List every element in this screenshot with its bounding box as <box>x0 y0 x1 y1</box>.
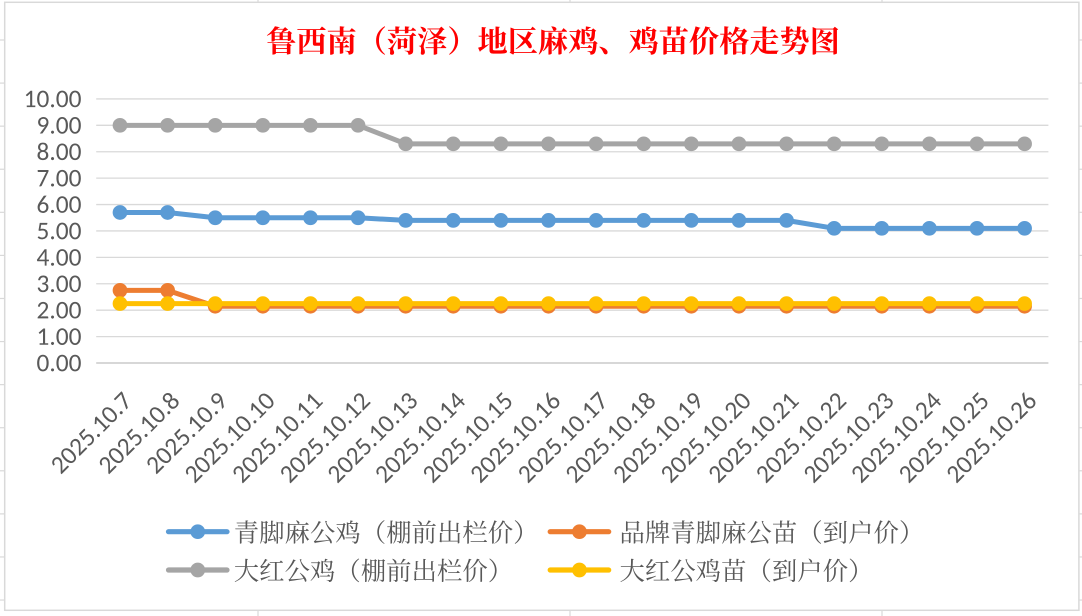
data-point-marker <box>636 136 652 152</box>
data-point-marker <box>779 296 794 311</box>
data-point-marker <box>350 117 366 133</box>
data-point-marker <box>588 136 604 152</box>
data-point-marker <box>922 296 937 311</box>
data-point-marker <box>922 220 937 236</box>
data-point-marker <box>1017 296 1032 311</box>
gridlines <box>96 98 1049 364</box>
data-point-marker <box>731 136 747 152</box>
data-point-marker <box>588 296 604 311</box>
data-point-marker <box>445 136 461 152</box>
data-point-marker <box>112 283 128 298</box>
data-point-marker <box>683 296 699 311</box>
data-point-marker <box>207 117 223 133</box>
data-point-marker <box>541 213 556 228</box>
data-point-marker <box>112 296 128 311</box>
data-point-marker <box>160 296 175 311</box>
data-point-marker <box>303 117 318 133</box>
data-point-marker <box>779 136 794 152</box>
data-point-marker <box>445 296 461 311</box>
data-point-marker <box>969 136 985 152</box>
data-point-marker <box>541 296 556 311</box>
data-point-marker <box>350 296 366 311</box>
data-point-marker <box>826 220 842 236</box>
data-point-marker <box>731 213 747 228</box>
data-point-marker <box>112 117 128 133</box>
data-point-marker <box>255 210 271 226</box>
data-point-marker <box>636 296 652 311</box>
data-point-marker <box>207 296 223 311</box>
data-point-marker <box>112 205 128 220</box>
data-point-marker <box>779 213 794 228</box>
data-point-marker <box>683 136 699 152</box>
data-point-marker <box>398 296 414 311</box>
legend-item-1 <box>547 520 908 544</box>
data-point-marker <box>303 296 318 311</box>
series-0 <box>112 205 1032 236</box>
data-point-marker <box>1017 136 1032 152</box>
legend-item-0 <box>165 520 523 544</box>
data-point-marker <box>874 136 890 152</box>
data-point-marker <box>874 220 890 236</box>
data-point-marker <box>493 213 509 228</box>
data-point-marker <box>922 136 937 152</box>
legend-item-3 <box>547 558 857 583</box>
data-point-marker <box>636 213 652 228</box>
chart-legend <box>165 520 908 583</box>
legend-item-2 <box>165 558 497 583</box>
data-point-marker <box>731 296 747 311</box>
series-line <box>117 209 1028 231</box>
data-point-marker <box>160 117 175 133</box>
data-point-marker <box>160 283 175 298</box>
data-point-marker <box>398 136 414 152</box>
data-point-marker <box>826 296 842 311</box>
data-point-marker <box>683 213 699 228</box>
legend-key-marker <box>572 524 587 540</box>
series-3 <box>112 296 1032 311</box>
data-point-marker <box>303 210 318 226</box>
legend-key-marker <box>190 524 206 540</box>
data-point-marker <box>160 205 175 220</box>
data-point-marker <box>445 213 461 228</box>
data-point-marker <box>255 296 271 311</box>
data-point-marker <box>207 210 223 226</box>
data-point-marker <box>969 296 985 311</box>
data-point-marker <box>350 210 366 226</box>
data-point-marker <box>493 296 509 311</box>
data-point-marker <box>493 136 509 152</box>
data-point-marker <box>255 117 271 133</box>
data-point-marker <box>541 136 556 152</box>
data-point-marker <box>398 213 414 228</box>
data-series <box>112 117 1032 314</box>
series-2 <box>112 117 1032 152</box>
series-line <box>117 122 1028 147</box>
legend-key-marker <box>190 562 206 578</box>
data-point-marker <box>969 220 985 236</box>
series-line <box>117 287 1028 309</box>
data-point-marker <box>874 296 890 311</box>
data-point-marker <box>588 213 604 228</box>
data-point-marker <box>826 136 842 152</box>
data-point-marker <box>1017 220 1032 236</box>
legend-key-marker <box>572 562 587 578</box>
